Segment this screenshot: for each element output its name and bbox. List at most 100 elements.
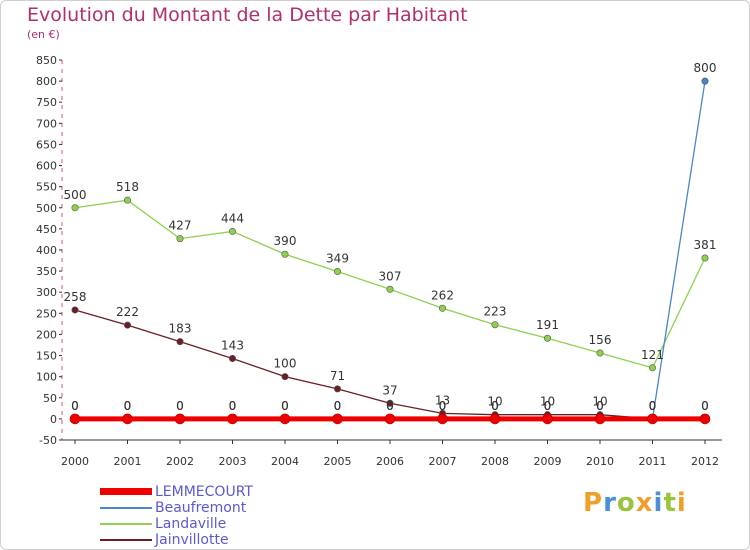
x-tick-label: 2009 (534, 455, 562, 468)
data-label: 0 (386, 399, 394, 413)
legend-item: Jainvillotte (100, 532, 400, 548)
data-label: 0 (649, 399, 657, 413)
data-label: 0 (701, 399, 709, 413)
y-tick-label: 250 (36, 307, 57, 320)
legend-swatch (100, 523, 152, 525)
data-label: 427 (169, 219, 192, 233)
logo-letter: i (653, 488, 664, 518)
y-tick-label: 400 (36, 244, 57, 257)
x-tick-label: 2011 (639, 455, 667, 468)
data-label: 444 (221, 211, 244, 225)
data-label: 0 (176, 399, 184, 413)
data-label: 71 (330, 369, 345, 383)
y-tick-label: 100 (36, 371, 57, 384)
legend-swatch (100, 507, 152, 509)
data-point (281, 250, 289, 258)
data-point (71, 204, 79, 212)
y-tick-label: 200 (36, 328, 57, 341)
data-label: 223 (484, 305, 507, 319)
data-label: 0 (439, 399, 447, 413)
y-tick-label: 800 (36, 75, 57, 88)
data-point (489, 413, 501, 425)
data-label: 0 (124, 399, 132, 413)
data-point (386, 285, 394, 293)
chart-legend: LEMMECOURT Beaufremont Landaville Jainvillo… (100, 484, 400, 548)
legend-item: Landaville (100, 516, 400, 532)
legend-item: Beaufremont (100, 500, 400, 516)
data-label: 349 (326, 252, 349, 266)
data-point (279, 413, 291, 425)
data-label: 10 (487, 395, 502, 409)
data-label: 258 (64, 290, 87, 304)
data-point (281, 373, 289, 381)
x-tick-label: 2010 (586, 455, 614, 468)
x-tick-label: 2005 (324, 455, 352, 468)
data-label: 500 (64, 188, 87, 202)
legend-item: LEMMECOURT (100, 484, 400, 500)
data-label: 307 (379, 269, 402, 283)
data-label: 0 (649, 399, 657, 413)
data-point (174, 413, 186, 425)
data-point (542, 413, 553, 425)
data-point (386, 399, 394, 407)
data-label: 121 (641, 348, 664, 362)
data-label: 0 (281, 399, 289, 413)
logo-letter: r (603, 488, 617, 518)
chart-subtitle: (en €) (27, 28, 60, 41)
data-point (699, 413, 711, 425)
data-label: 0 (281, 399, 289, 413)
x-tick-label: 2002 (166, 455, 194, 468)
y-tick-label: 0 (50, 413, 57, 426)
data-label: 0 (491, 399, 499, 413)
data-point (124, 321, 132, 329)
data-label: 0 (491, 399, 499, 413)
legend-label: Jainvillotte (155, 532, 229, 548)
data-point (332, 413, 343, 425)
x-tick-label: 2004 (271, 455, 299, 468)
data-label: 0 (334, 399, 342, 413)
logo-letter: P (583, 488, 604, 518)
data-point (437, 413, 448, 425)
data-label: 13 (435, 393, 450, 407)
y-tick-label: 750 (36, 96, 57, 109)
y-tick-label: -50 (39, 434, 57, 447)
logo-letter: t (663, 488, 677, 518)
data-label: 0 (229, 399, 237, 413)
data-label: 0 (596, 399, 604, 413)
data-point (124, 196, 132, 204)
y-tick-label: 500 (36, 202, 57, 215)
y-tick-label: 150 (36, 350, 57, 363)
y-tick-label: 450 (36, 223, 57, 236)
data-label: 100 (274, 357, 297, 371)
data-point (647, 413, 658, 425)
data-label: 0 (596, 399, 604, 413)
data-label: 0 (701, 399, 709, 413)
data-point (648, 364, 656, 372)
series-line-beaufremont (75, 81, 706, 420)
data-label: 10 (592, 395, 607, 409)
data-label: 0 (386, 399, 394, 413)
data-label: 0 (71, 399, 79, 413)
data-label: 0 (124, 399, 132, 413)
data-label: 183 (169, 322, 192, 336)
data-label: 10 (540, 395, 555, 409)
data-label: 800 (694, 61, 717, 75)
legend-label: Landaville (155, 516, 227, 532)
data-label: 0 (229, 399, 237, 413)
data-point (701, 77, 709, 85)
data-label: 0 (71, 399, 79, 413)
legend-swatch (100, 488, 152, 495)
data-point (438, 304, 446, 312)
data-label: 0 (176, 399, 184, 413)
data-label: 390 (274, 234, 297, 248)
data-point (543, 334, 551, 342)
data-label: 0 (649, 399, 657, 413)
chart-title: Evolution du Montant de la Dette par Hab… (27, 4, 468, 26)
data-point (491, 321, 499, 329)
data-point (594, 413, 606, 425)
data-point (596, 349, 604, 357)
data-label: 381 (694, 238, 717, 252)
logo-letter: i (676, 488, 687, 518)
